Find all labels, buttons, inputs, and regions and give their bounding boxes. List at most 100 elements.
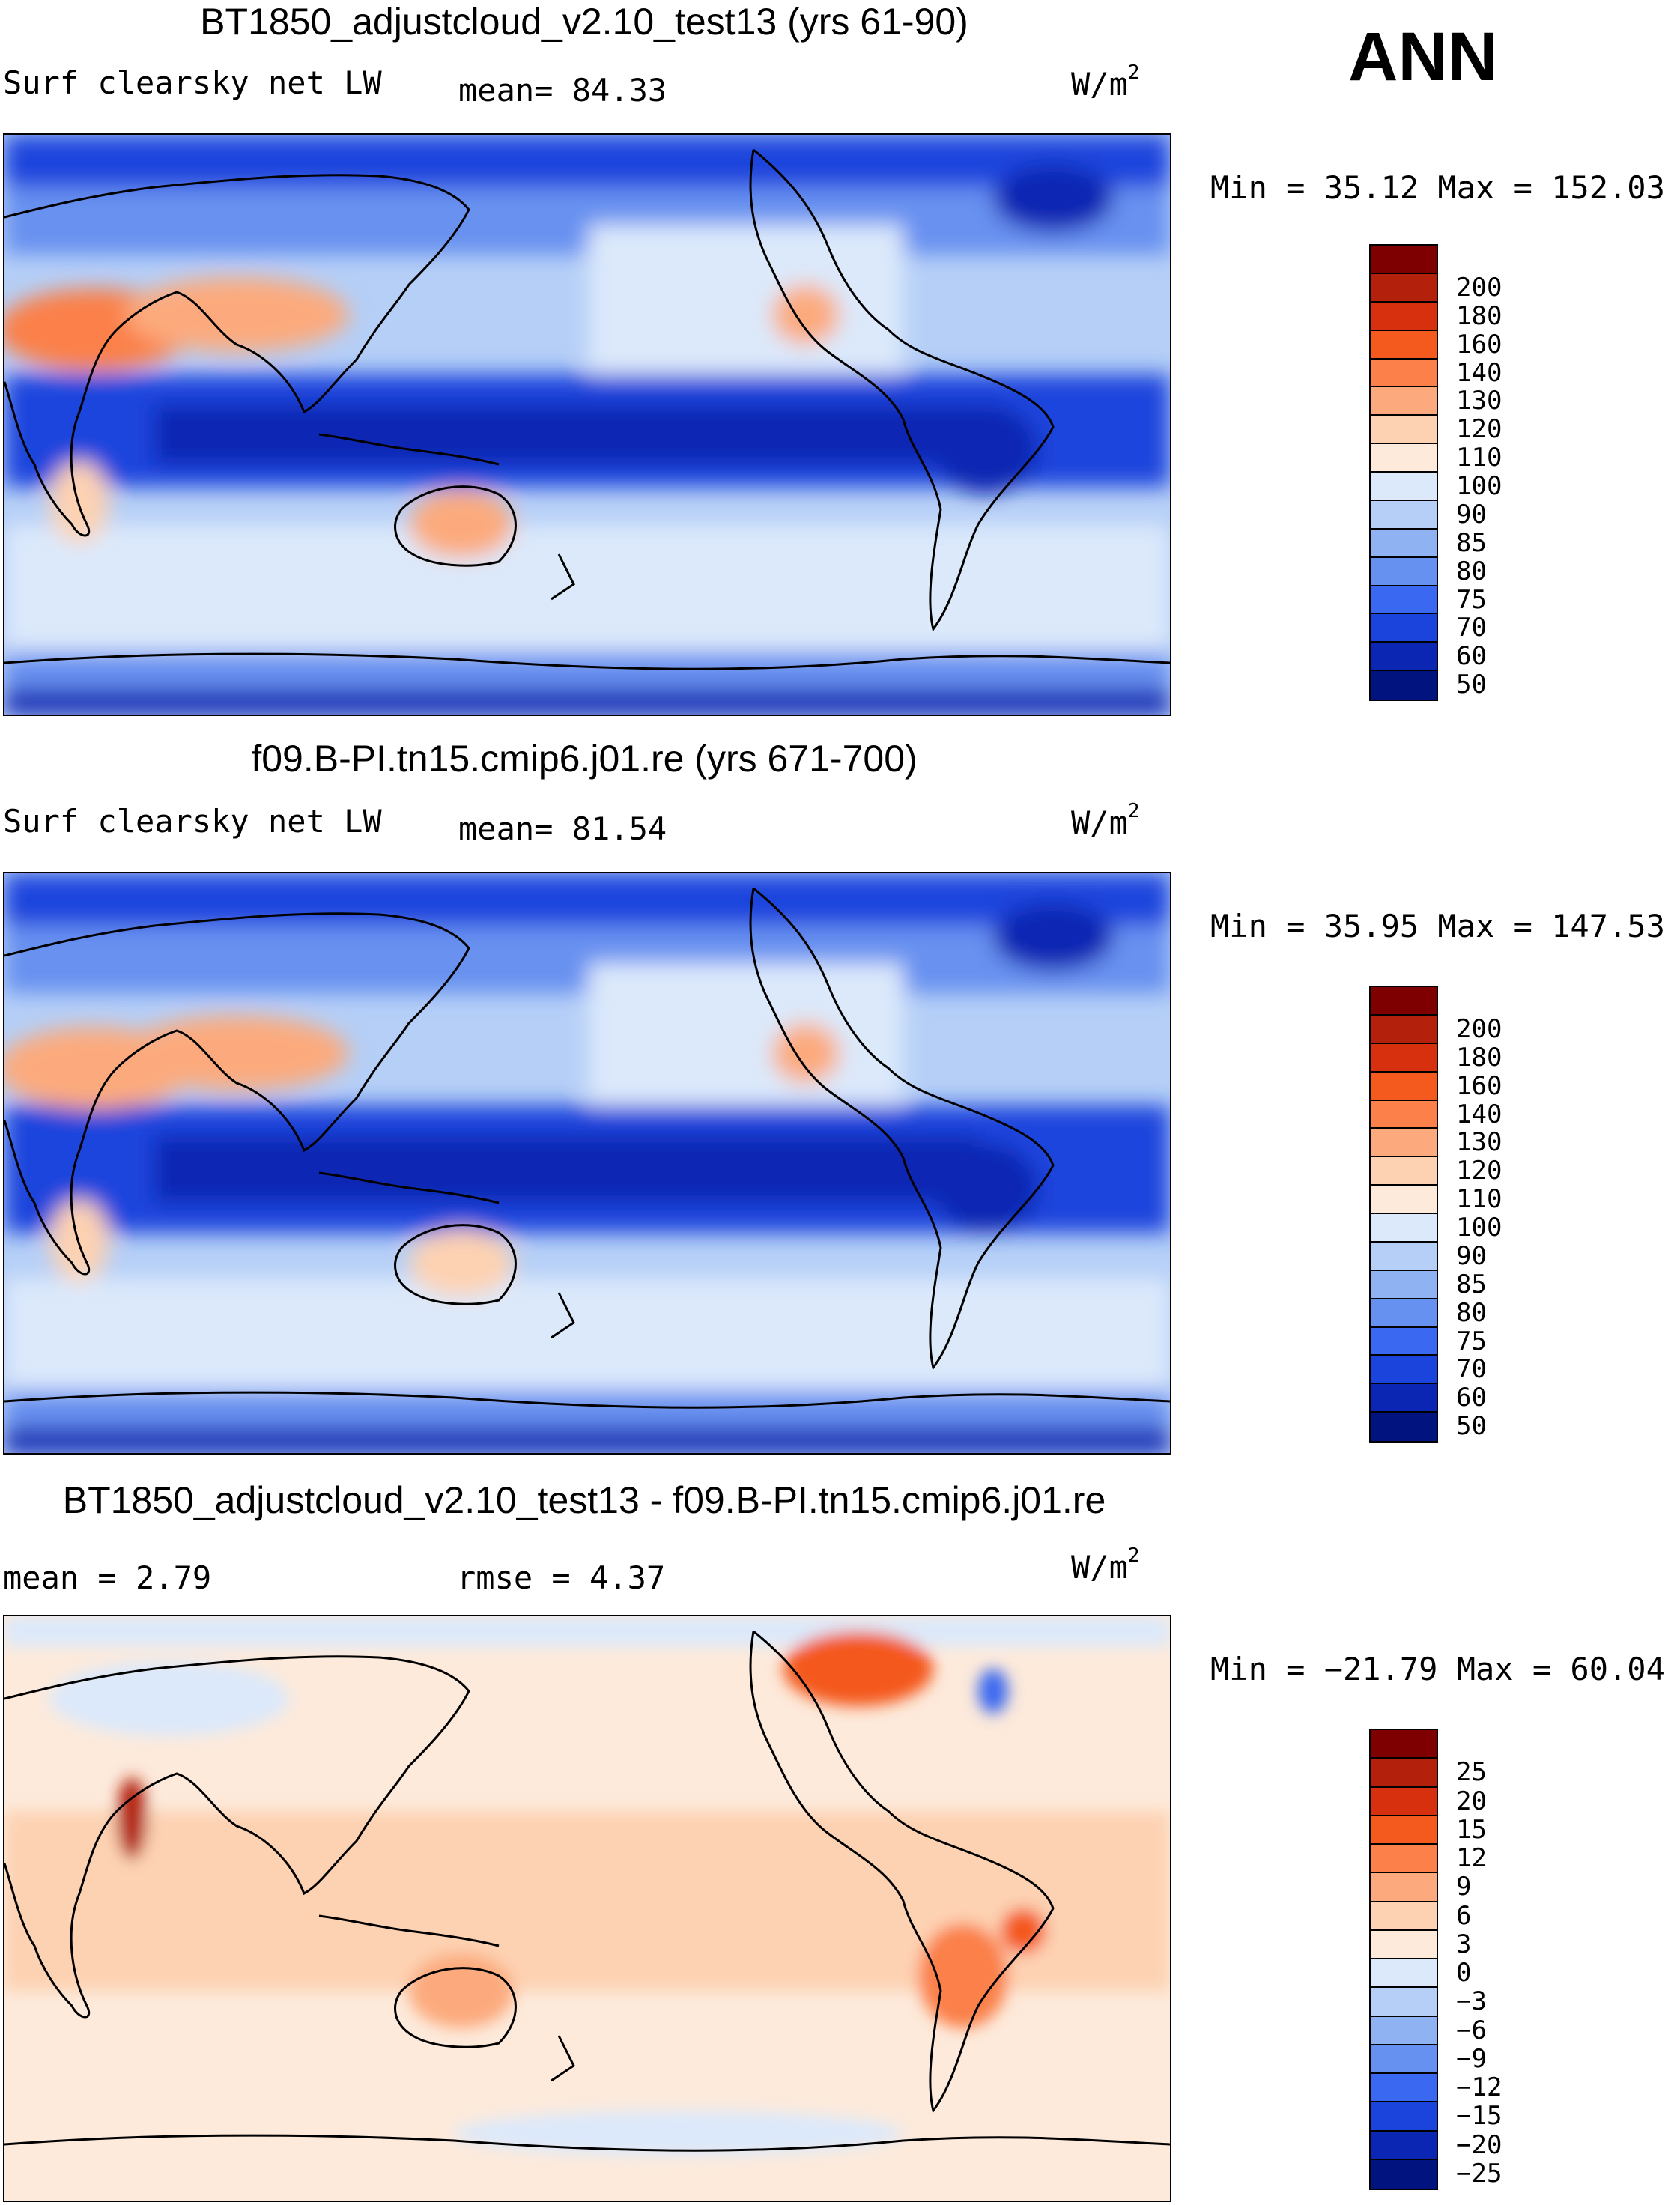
antarctic-band (4, 1428, 1170, 1453)
colorbar-3-cell (1371, 2074, 1437, 2103)
colorbar-2-cell (1371, 1214, 1437, 1243)
panel-2-colorbar (1369, 986, 1438, 1443)
colorbar-2-cell (1371, 1384, 1437, 1413)
colorbar-3-cell (1371, 1787, 1437, 1816)
southern-ocean-band (4, 652, 1170, 689)
colorbar-2-cell (1371, 1157, 1437, 1186)
colorbar-2-label: 100 (1456, 1213, 1502, 1243)
central-asia-warm (124, 277, 349, 352)
australia-coast (394, 485, 517, 567)
indonesia-coast (318, 433, 500, 466)
panel-1-title: BT1850_adjustcloud_v2.10_test13 (yrs 61-… (200, 1, 968, 43)
panel-2-title: f09.B-PI.tn15.cmip6.j01.re (yrs 671-700) (251, 738, 918, 780)
colorbar-3-label: 9 (1456, 1872, 1472, 1902)
panel-3-map (3, 1615, 1171, 2202)
colorbar-1-label: 200 (1456, 272, 1502, 303)
colorbar-3-label: 12 (1456, 1843, 1487, 1873)
colorbar-1-label: 80 (1456, 556, 1487, 586)
panel-2-variable: Surf clearsky net LW (3, 803, 382, 840)
australia-coast (394, 1967, 517, 2048)
eurasia-coast (4, 912, 470, 1276)
colorbar-1-label: 70 (1456, 613, 1487, 643)
greenland-cold (993, 165, 1113, 232)
colorbar-1-label: 90 (1456, 499, 1487, 530)
colorbar-1-cell (1371, 473, 1437, 501)
southern-pale-band (4, 524, 1170, 659)
colorbar-1-label: 100 (1456, 471, 1502, 501)
colorbar-3-label: −9 (1456, 2043, 1487, 2074)
arctic-band (4, 135, 1170, 187)
colorbar-2-label: 120 (1456, 1156, 1502, 1186)
colorbar-3-cell (1371, 1845, 1437, 1874)
colorbar-2-label: 90 (1456, 1240, 1487, 1271)
colorbar-1-cell (1371, 246, 1437, 274)
colorbar-2-cell (1371, 987, 1437, 1016)
colorbar-3-cell (1371, 1902, 1437, 1931)
colorbar-1-cell (1371, 557, 1437, 586)
arctic-band (4, 873, 1170, 926)
north-pacific-pale (589, 225, 903, 389)
colorbar-3-label: −25 (1456, 2158, 1502, 2189)
southern-ocean-band (4, 1390, 1170, 1428)
panel-2-map (3, 872, 1171, 1455)
panel-3-rmse: rmse = 4.37 (457, 1559, 666, 1596)
colorbar-1-cell (1371, 444, 1437, 473)
colorbar-2-cell (1371, 1299, 1437, 1328)
indonesia-coast (318, 1171, 500, 1204)
colorbar-1-label: 75 (1456, 584, 1487, 615)
colorbar-2-label: 130 (1456, 1127, 1502, 1158)
panel-1-map (3, 133, 1171, 716)
panel-1-minmax: Min = 35.12 Max = 152.03 (1210, 169, 1665, 206)
colorbar-3-cell (1371, 1959, 1437, 1989)
colorbar-2-label: 85 (1456, 1269, 1487, 1299)
new-zealand-coast (551, 2035, 575, 2082)
colorbar-1-label: 120 (1456, 414, 1502, 445)
americas-coast (749, 887, 1055, 1371)
north-pacific-pale (589, 963, 903, 1113)
colorbar-1-label: 160 (1456, 329, 1502, 360)
colorbar-1-label: 50 (1456, 670, 1487, 700)
panel-2-mean: mean= 81.54 (458, 810, 667, 847)
americas-coast (749, 1630, 1055, 2114)
colorbar-2-cell (1371, 1186, 1437, 1214)
new-zealand-coast (551, 553, 575, 601)
coastlines (4, 148, 1170, 670)
colorbar-3-label: −3 (1456, 1986, 1487, 2017)
colorbar-2-label: 50 (1456, 1411, 1487, 1442)
arctic-mixed-band (4, 1616, 1170, 1646)
southwest-us-warm (772, 285, 840, 345)
eurasia-coast (4, 1655, 470, 2019)
colorbar-3-label: −20 (1456, 2129, 1502, 2160)
colorbar-3-label: 20 (1456, 1786, 1487, 1816)
colorbar-1-label: 140 (1456, 357, 1502, 388)
australia-warm (409, 491, 514, 558)
amazon-cold (933, 404, 1038, 494)
colorbar-3-label: −12 (1456, 2072, 1502, 2102)
colorbar-2-cells (1371, 987, 1437, 1441)
colorbar-3-label: 0 (1456, 1958, 1472, 1988)
colorbar-3-cell (1371, 1988, 1437, 2017)
colorbar-3-label: −15 (1456, 2101, 1502, 2132)
colorbar-2-label: 200 (1456, 1013, 1502, 1044)
colorbar-3-cell (1371, 2102, 1437, 2132)
colorbar-3-label: 3 (1456, 1929, 1472, 1959)
europe-cool (49, 1661, 289, 1736)
colorbar-3-cell (1371, 1930, 1437, 1959)
panel-3-units: W/m2 (1071, 1544, 1140, 1586)
colorbar-2-label: 80 (1456, 1297, 1487, 1328)
colorbar-2-cell (1371, 1270, 1437, 1299)
colorbar-1-cell (1371, 302, 1437, 331)
americas-coast (749, 148, 1055, 632)
colorbar-1-cell (1371, 416, 1437, 445)
colorbar-3-cell (1371, 1873, 1437, 1902)
canada-warm (783, 1631, 933, 1706)
panel-3-colorbar (1369, 1729, 1438, 2190)
colorbar-3-cell (1371, 2016, 1437, 2045)
australia-coast (394, 1224, 517, 1305)
panel-2-units: W/m2 (1071, 800, 1140, 841)
season-label: ANN (1348, 19, 1498, 95)
colorbar-2-cell (1371, 1242, 1437, 1271)
colorbar-3-label: 25 (1456, 1757, 1487, 1788)
colorbar-3-cell (1371, 1730, 1437, 1759)
colorbar-3-cell (1371, 2131, 1437, 2160)
